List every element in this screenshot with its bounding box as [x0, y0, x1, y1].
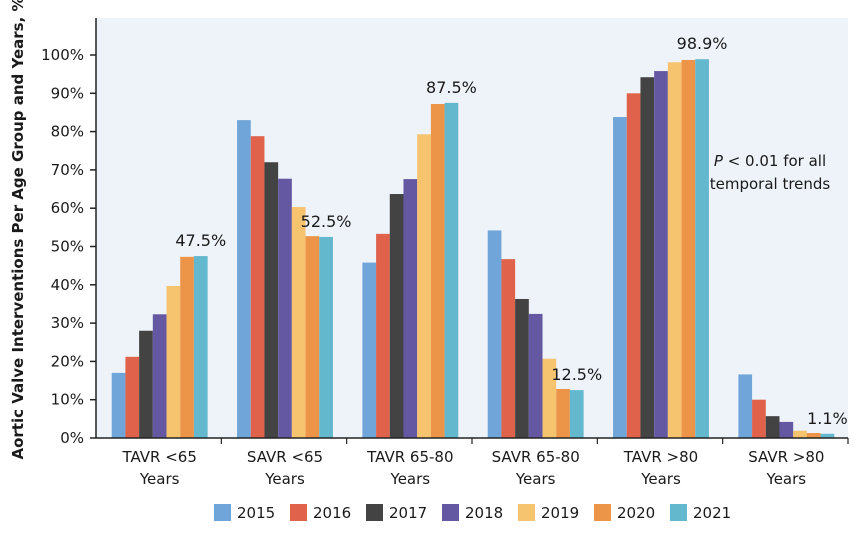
significance-line1-text: < 0.01 for all [723, 152, 826, 170]
bar-2021 [193, 256, 208, 438]
bar-2020 [556, 388, 570, 438]
data-label: 12.5% [551, 365, 602, 384]
legend-label-2016: 2016 [313, 504, 351, 522]
bar-2019 [793, 430, 807, 438]
legend-swatch-2015 [214, 504, 231, 521]
y-tick-label: 30% [51, 314, 84, 332]
x-category-label: TAVR >80 [623, 448, 698, 466]
plot-area-background [96, 18, 848, 438]
legend-swatch-2021 [670, 504, 687, 521]
bar-2015 [362, 262, 377, 438]
bar-2018 [403, 179, 418, 439]
legend-swatch-2017 [366, 504, 383, 521]
data-label: 98.9% [677, 34, 728, 53]
significance-annotation-line2: temporal trends [710, 175, 831, 193]
x-category-label: Years [264, 470, 305, 488]
data-label: 1.1% [807, 409, 848, 428]
bar-2018 [654, 71, 668, 438]
y-tick-label: 40% [51, 276, 84, 294]
y-tick-label: 20% [51, 352, 84, 370]
bar-2021 [444, 102, 459, 438]
bar-2017 [515, 298, 529, 438]
y-tick-label: 50% [51, 238, 84, 256]
legend: 2015 2016 2017 2018 2019 2020 2021 [214, 504, 731, 522]
x-category-label: Years [139, 470, 180, 488]
y-tick-label: 100% [41, 46, 84, 64]
legend-label-2021: 2021 [693, 504, 731, 522]
bar-2020 [305, 236, 320, 438]
bar-2019 [542, 358, 557, 438]
data-labels-group: 47.5% 52.5% 87.5% 12.5% 98.9% 1.1% [175, 34, 847, 428]
y-tick-label: 60% [51, 199, 84, 217]
bar-2019 [417, 134, 431, 438]
bars-group [111, 59, 849, 444]
legend-swatch-2018 [442, 504, 459, 521]
significance-annotation-line1: P < 0.01 for all [714, 152, 826, 170]
bar-2016 [376, 233, 390, 438]
bar-2018 [779, 421, 794, 438]
bar-2017 [264, 162, 279, 439]
data-label: 52.5% [301, 212, 352, 231]
bar-2020 [430, 104, 445, 439]
bar-2015 [237, 120, 251, 439]
legend-label-2017: 2017 [389, 504, 427, 522]
bar-2021 [695, 59, 709, 438]
axes-group [95, 18, 848, 439]
bar-2021 [820, 433, 835, 438]
bar-2019 [291, 207, 306, 438]
bar-2015 [738, 374, 753, 438]
significance-p-symbol: P [714, 152, 724, 170]
bar-2017 [389, 194, 404, 438]
bar-2017 [765, 416, 780, 438]
bar-2021 [569, 390, 584, 438]
x-category-label: SAVR >80 [748, 448, 824, 466]
bar-2017 [640, 77, 655, 439]
data-label: 87.5% [426, 78, 477, 97]
bar-2015 [111, 372, 126, 438]
bar-2015 [613, 117, 627, 439]
x-category-label: Years [640, 470, 681, 488]
y-axis-label: Aortic Valve Interventions Per Age Group… [9, 0, 27, 460]
bar-2016 [250, 136, 265, 439]
y-tick-label: 0% [60, 429, 84, 447]
bar-2016 [501, 259, 516, 438]
bar-2016 [752, 399, 766, 438]
legend-swatch-2016 [290, 504, 307, 521]
legend-label-2015: 2015 [237, 504, 275, 522]
bar-2018 [528, 313, 543, 438]
legend-label-2019: 2019 [541, 504, 579, 522]
bar-2016 [626, 93, 641, 439]
x-category-label: SAVR 65-80 [492, 448, 580, 466]
x-category-label: Years [515, 470, 556, 488]
bar-2021 [319, 236, 333, 438]
bar-2017 [139, 330, 153, 438]
y-tick-label: 80% [51, 123, 84, 141]
bar-2020 [180, 256, 194, 438]
bar-2020 [806, 433, 821, 438]
bar-2015 [487, 230, 502, 438]
bar-2018 [278, 178, 292, 439]
x-category-label: Years [390, 470, 431, 488]
bar-2020 [681, 59, 696, 438]
legend-swatch-2019 [518, 504, 535, 521]
bar-2016 [125, 356, 140, 438]
x-category-label: Years [766, 470, 807, 488]
x-labels-group: TAVR <65 Years SAVR <65 Years TAVR 65-80 Year… [121, 448, 824, 488]
y-tick-label: 10% [51, 391, 84, 409]
bar-2019 [667, 62, 682, 438]
legend-label-2018: 2018 [465, 504, 503, 522]
x-category-label: TAVR 65-80 [366, 448, 453, 466]
legend-label-2020: 2020 [617, 504, 655, 522]
bar-2019 [166, 285, 181, 438]
y-ticks-group: 0% 10% 20% 30% 40% 50% 60% 70% 80% 90% 100% [41, 46, 96, 447]
y-tick-label: 90% [51, 84, 84, 102]
bar-2018 [152, 314, 167, 438]
x-category-label: TAVR <65 [121, 448, 196, 466]
data-label: 47.5% [175, 231, 226, 250]
y-tick-label: 70% [51, 161, 84, 179]
x-category-label: SAVR <65 [247, 448, 323, 466]
legend-swatch-2020 [594, 504, 611, 521]
